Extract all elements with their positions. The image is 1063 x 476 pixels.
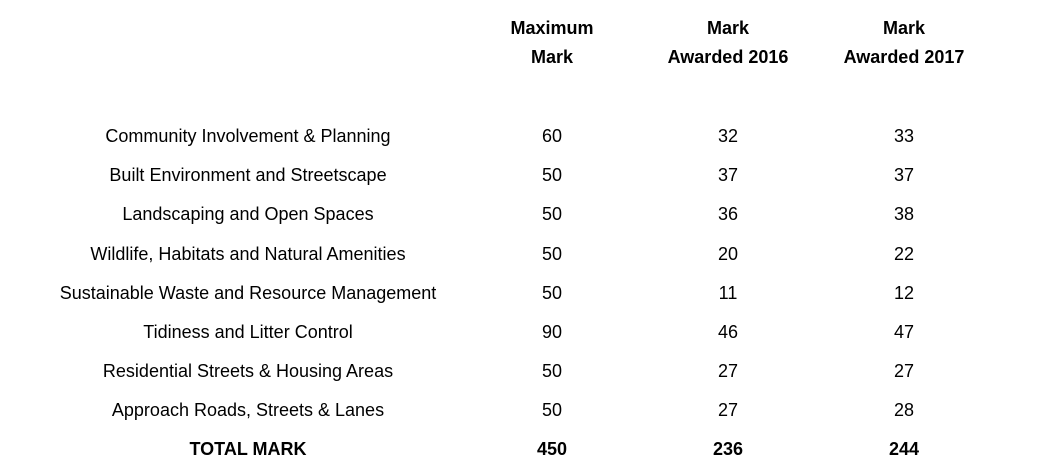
- mark-2016-value: 20: [717, 244, 739, 264]
- total-mark-2016: 236: [712, 439, 744, 459]
- total-label: TOTAL MARK: [189, 439, 307, 459]
- total-mark-2017: 244: [888, 439, 920, 459]
- maximum-mark-value: 50: [541, 283, 563, 303]
- maximum-mark-value: 50: [541, 204, 563, 224]
- maximum-mark-value: 60: [541, 126, 563, 146]
- mark-2016-value: 36: [717, 204, 739, 224]
- mark-2017-value: 33: [893, 126, 915, 146]
- category-label: Residential Streets & Housing Areas: [102, 361, 394, 381]
- table-row: Community Involvement & Planning 60 32 3…: [0, 121, 1063, 151]
- header-maximum-mark: Maximum Mark: [492, 14, 612, 72]
- table-row: Wildlife, Habitats and Natural Amenities…: [0, 239, 1063, 269]
- mark-2016-value: 27: [717, 400, 739, 420]
- mark-2017-value: 22: [893, 244, 915, 264]
- category-label: Built Environment and Streetscape: [109, 165, 387, 185]
- maximum-mark-value: 90: [541, 322, 563, 342]
- mark-2017-value: 27: [893, 361, 915, 381]
- table-row: Landscaping and Open Spaces 50 36 38: [0, 199, 1063, 229]
- mark-2016-value: 11: [718, 283, 738, 303]
- maximum-mark-value: 50: [541, 165, 563, 185]
- mark-2017-value: 47: [893, 322, 915, 342]
- header-line: Mark: [530, 47, 574, 67]
- maximum-mark-value: 50: [541, 400, 563, 420]
- category-label: Wildlife, Habitats and Natural Amenities: [90, 244, 406, 264]
- category-label: Community Involvement & Planning: [105, 126, 391, 146]
- category-label: Landscaping and Open Spaces: [122, 204, 374, 224]
- table-row: Sustainable Waste and Resource Managemen…: [0, 278, 1063, 308]
- mark-2017-value: 28: [893, 400, 915, 420]
- header-line: Awarded 2016: [667, 47, 789, 67]
- category-label: Approach Roads, Streets & Lanes: [111, 400, 385, 420]
- table-row: Approach Roads, Streets & Lanes 50 27 28: [0, 395, 1063, 425]
- total-row: TOTAL MARK 450 236 244: [0, 434, 1063, 464]
- table-row: Built Environment and Streetscape 50 37 …: [0, 160, 1063, 190]
- table-row: Residential Streets & Housing Areas 50 2…: [0, 356, 1063, 386]
- table-row: Tidiness and Litter Control 90 46 47: [0, 317, 1063, 347]
- mark-2016-value: 37: [717, 165, 739, 185]
- maximum-mark-value: 50: [541, 361, 563, 381]
- total-maximum-mark: 450: [536, 439, 568, 459]
- mark-2016-value: 32: [717, 126, 739, 146]
- header-mark-awarded-2017: Mark Awarded 2017: [829, 14, 979, 72]
- header-line: Mark: [706, 18, 750, 38]
- mark-2017-value: 38: [893, 204, 915, 224]
- mark-2016-value: 27: [717, 361, 739, 381]
- header-mark-awarded-2016: Mark Awarded 2016: [653, 14, 803, 72]
- mark-2017-value: 12: [893, 283, 915, 303]
- category-label: Tidiness and Litter Control: [143, 322, 353, 342]
- header-line: Mark: [882, 18, 926, 38]
- mark-2016-value: 46: [717, 322, 739, 342]
- header-line: Awarded 2017: [843, 47, 965, 67]
- category-label: Sustainable Waste and Resource Managemen…: [59, 283, 437, 303]
- mark-2017-value: 37: [893, 165, 915, 185]
- maximum-mark-value: 50: [541, 244, 563, 264]
- header-line: Maximum: [510, 18, 594, 38]
